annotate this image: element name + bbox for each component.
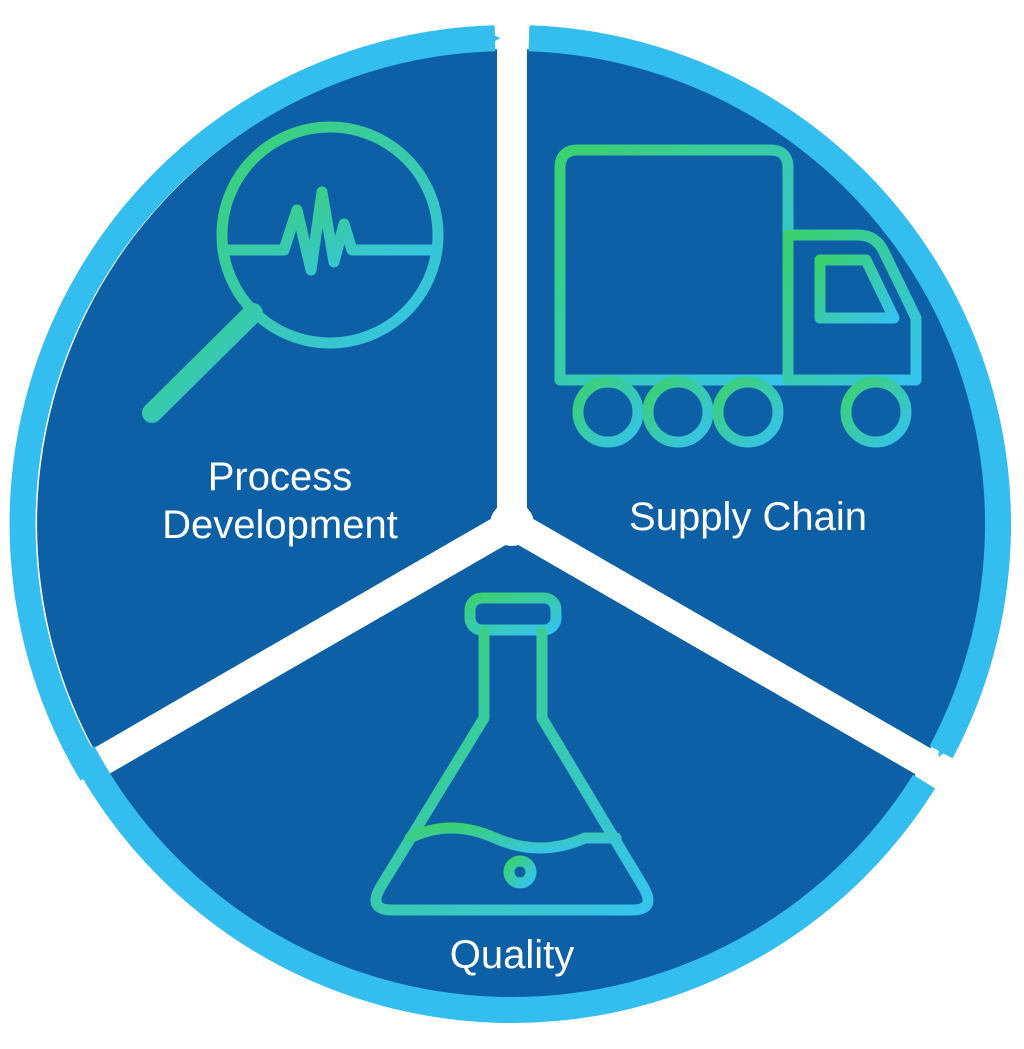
label-process-development-line2: Development bbox=[162, 503, 398, 547]
center-hub bbox=[490, 502, 534, 546]
label-process-development-line1: Process bbox=[208, 455, 353, 499]
label-quality: Quality bbox=[450, 933, 575, 977]
three-segment-cycle-diagram: Process Development Supply Chain Quality bbox=[0, 0, 1024, 1049]
label-supply-chain: Supply Chain bbox=[629, 495, 867, 539]
